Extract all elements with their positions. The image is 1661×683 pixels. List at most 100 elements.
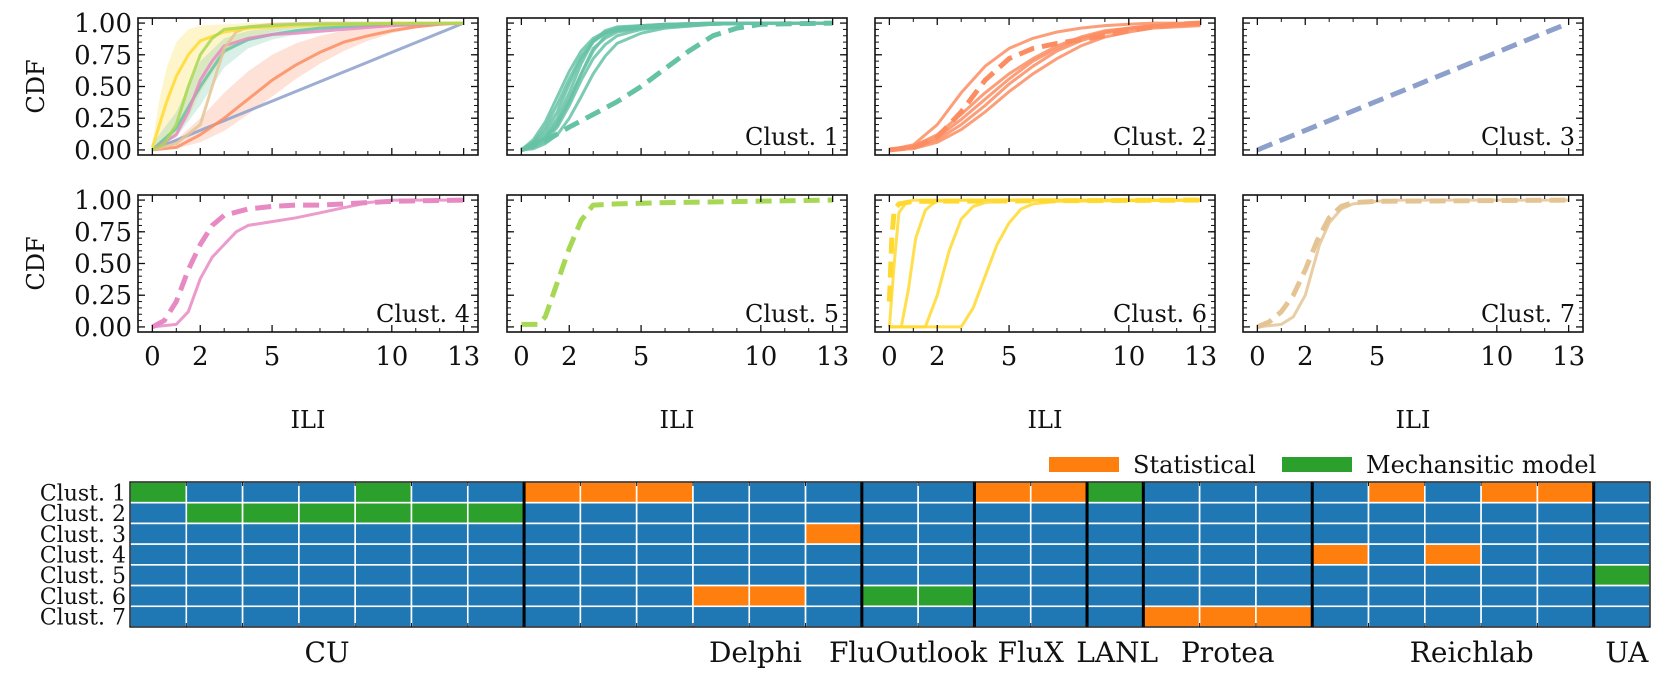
group-label-protea: Protea (1181, 636, 1275, 669)
heatmap-cell (973, 584, 1032, 608)
cdf-line-dashed (521, 197, 833, 327)
heatmap-cell (973, 481, 1032, 504)
heatmap-cell (692, 564, 751, 587)
heatmap-cell (1480, 584, 1539, 608)
x-axis-label: ILI (1396, 406, 1431, 434)
cdf-panel-1: Clust. 1 (506, 17, 848, 156)
heatmap-cell (1592, 564, 1651, 587)
heatmap-cell (129, 522, 188, 545)
heatmap-cell (579, 501, 638, 525)
cdf-line-dashed (1256, 197, 1569, 330)
group-label-delphi: Delphi (709, 636, 802, 669)
heatmap-cell (523, 481, 582, 504)
heatmap-cell (1592, 481, 1651, 504)
cdf-panel-7: 0 2 5 10 13 Clust. 7 ILI (1242, 194, 1585, 434)
heatmap-legend: Statistical Mechansitic model (1049, 451, 1596, 479)
heatmap-cell (1480, 543, 1539, 566)
heatmap-cell (579, 481, 638, 504)
y-tick-label: 1.00 (74, 9, 132, 39)
heatmap-cell (692, 501, 751, 525)
x-tick-label: 0 (881, 342, 898, 372)
heatmap-cell (1592, 584, 1651, 608)
heatmap-cell (241, 605, 300, 628)
heatmap-cell (410, 605, 469, 628)
heatmap-cell (1086, 584, 1145, 608)
heatmap-cell (748, 543, 807, 566)
row-label: Clust. 1 (40, 481, 126, 506)
row-label: Clust. 6 (40, 585, 126, 610)
y-tick-label: 0.25 (74, 281, 132, 311)
heatmap-cell (692, 605, 751, 628)
heatmap-cell (466, 605, 525, 628)
heatmap-cell (354, 481, 413, 504)
x-tick-label: 0 (1249, 342, 1266, 372)
x-axis-label: ILI (1028, 406, 1063, 434)
heatmap-cell (298, 522, 356, 545)
heatmap-cell (523, 501, 582, 525)
heatmap-cell (1424, 605, 1482, 628)
heatmap-cell (973, 522, 1032, 545)
cdf-panel-5: 0 2 5 10 13 Clust. 5 ILI (506, 194, 849, 434)
heatmap-cell (1311, 481, 1370, 504)
heatmap-cell (1255, 564, 1314, 587)
heatmap-cell (1198, 501, 1257, 525)
heatmap-cell (1480, 605, 1539, 628)
heatmap-cell (298, 501, 356, 525)
heatmap-cell (185, 501, 244, 525)
heatmap-cell (1424, 501, 1482, 525)
heatmap-cell (241, 564, 300, 587)
x-tick-label: 2 (929, 342, 946, 372)
heatmap-cell (748, 564, 807, 587)
heatmap-cell (241, 522, 300, 545)
cdf-line-m1 (1257, 198, 1569, 329)
heatmap-cell (1367, 605, 1426, 628)
y-tick-label: 0.00 (74, 136, 132, 166)
cdf-line-dashed (520, 20, 833, 153)
cdf-line-dashed (151, 197, 464, 330)
x-tick-label: 10 (744, 342, 777, 372)
heatmap-cell (241, 584, 300, 608)
heatmap-cell (1424, 481, 1482, 504)
heatmap-cell (1198, 564, 1257, 587)
heatmap-cell (1142, 543, 1201, 566)
heatmap-cell (129, 543, 188, 566)
heatmap-cell (1029, 481, 1088, 504)
heatmap-cell (748, 522, 807, 545)
heatmap-cell (861, 543, 919, 566)
heatmap-cell (1424, 522, 1482, 545)
group-label-reichlab: Reichlab (1410, 636, 1534, 669)
heatmap-cell (185, 522, 244, 545)
heatmap-cell (523, 584, 582, 608)
heatmap-cell (1536, 543, 1595, 566)
panel-plot-area (886, 197, 1201, 329)
heatmap-cell (1086, 605, 1145, 628)
y-tick-label: 0.25 (74, 104, 132, 134)
x-axis-label: ILI (291, 406, 326, 434)
group-label-lanl: LANL (1076, 636, 1158, 669)
heatmap-cell (523, 522, 582, 545)
heatmap-cell (1367, 543, 1426, 566)
cdf-panel-4: 0.000.250.500.751.00 0 2 5 10 13 Clust. 4 CDF IL… (22, 186, 480, 434)
heatmap-cell (1311, 584, 1370, 608)
heatmap-cell (185, 543, 244, 566)
x-tick-label: 5 (1001, 342, 1018, 372)
heatmap-cell (1536, 564, 1595, 587)
heatmap-cell (1367, 584, 1426, 608)
y-tick-label: 0.50 (74, 250, 132, 280)
group-label-fluoutlook: FluOutlook (829, 636, 988, 669)
heatmap-cell (917, 564, 976, 587)
heatmap-cell (579, 543, 638, 566)
heatmap-cell (1311, 564, 1370, 587)
x-tick-label: 10 (375, 342, 408, 372)
panel-cluster-label: Clust. 4 (376, 300, 470, 328)
heatmap-cell (1536, 605, 1595, 628)
cdf-panel-6: 0 2 5 10 13 Clust. 6 ILI (874, 194, 1217, 434)
heatmap-cell (298, 605, 356, 628)
heatmap-cell (1311, 605, 1370, 628)
heatmap-cell (1029, 522, 1088, 545)
heatmap-cell (241, 481, 300, 504)
heatmap-cell (1311, 522, 1370, 545)
heatmap-cell (466, 501, 525, 525)
panel-cluster-label: Clust. 5 (745, 300, 839, 328)
